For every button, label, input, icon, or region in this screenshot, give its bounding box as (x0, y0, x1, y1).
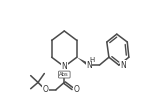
Text: H: H (89, 57, 94, 63)
Text: O: O (42, 85, 48, 94)
Text: O: O (73, 85, 79, 94)
Text: N: N (120, 61, 126, 70)
Text: Abs: Abs (59, 72, 69, 77)
Text: N: N (61, 62, 67, 71)
Polygon shape (77, 57, 90, 66)
Text: N: N (86, 61, 92, 70)
